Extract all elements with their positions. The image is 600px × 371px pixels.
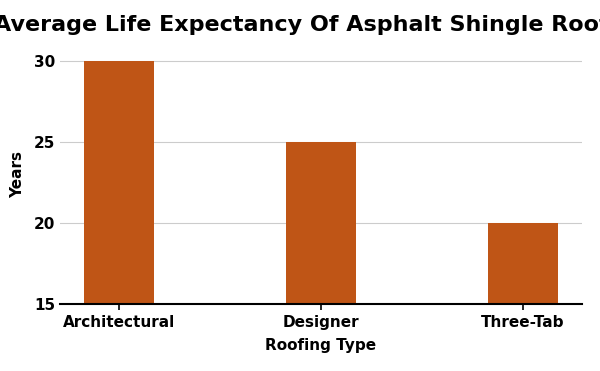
Title: Average Life Expectancy Of Asphalt Shingle Roofing: Average Life Expectancy Of Asphalt Shing…	[0, 14, 600, 35]
Bar	[488, 223, 558, 304]
Y-axis label: Years: Years	[10, 151, 25, 198]
X-axis label: Roofing Type: Roofing Type	[265, 338, 377, 353]
Bar	[286, 142, 356, 304]
Bar	[84, 61, 154, 304]
